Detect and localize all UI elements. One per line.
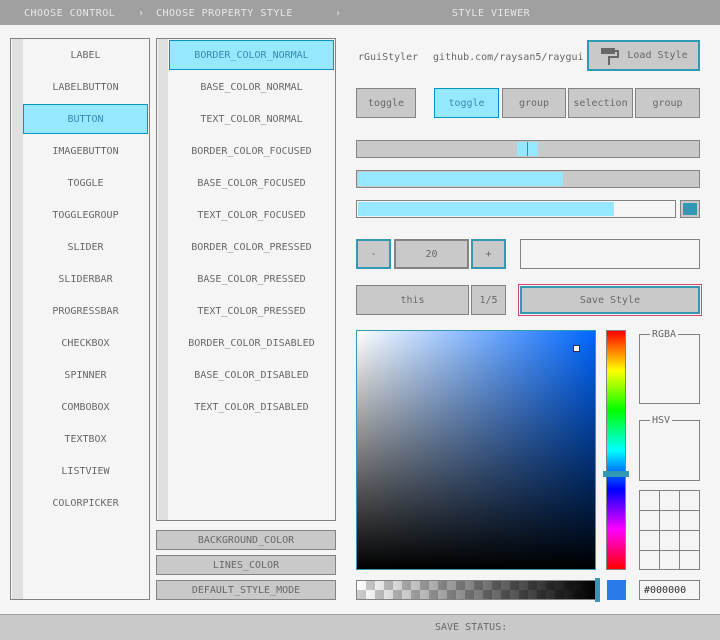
hex-box[interactable]: #000000 [639, 580, 700, 600]
toggle-group-item[interactable]: group [502, 88, 566, 118]
property-item[interactable]: TEXT_COLOR_FOCUSED [197, 209, 306, 221]
sliderbar-fill [358, 172, 563, 186]
viewer-title: STYLE VIEWER [451, 7, 531, 19]
control-item[interactable]: BUTTON [23, 104, 148, 134]
control-item[interactable]: COLORPICKER [52, 497, 119, 509]
toggle[interactable]: toggle [356, 88, 416, 118]
progressbar [356, 200, 676, 218]
rgba-label: RGBA [650, 328, 679, 340]
check [683, 203, 697, 215]
property-item[interactable]: BASE_COLOR_PRESSED [197, 273, 306, 285]
separator: › [138, 7, 145, 19]
control-items: LABEL LABELBUTTON BUTTON IMAGEBUTTON TOGGLE T… [23, 39, 148, 599]
control-item[interactable]: SLIDERBAR [58, 273, 113, 285]
control-item[interactable]: PROGRESSBAR [52, 305, 119, 317]
property-item[interactable]: TEXT_COLOR_NORMAL [200, 113, 303, 125]
save-button[interactable]: Save Style [520, 286, 700, 314]
hue-cursor [603, 471, 629, 477]
spinner-plus[interactable]: + [471, 239, 506, 269]
property-button[interactable]: LINES_COLOR [156, 555, 336, 575]
property-button[interactable]: BACKGROUND_COLOR [156, 530, 336, 550]
load-button[interactable]: Load Style [587, 40, 700, 71]
hsv-label: HSV [650, 414, 673, 426]
alpha-cursor [595, 578, 600, 602]
spinner-value[interactable]: 20 [394, 239, 469, 269]
combobox[interactable]: this [356, 285, 469, 315]
sliderbar[interactable] [356, 170, 700, 188]
grid [639, 490, 700, 570]
toggle-group-item[interactable]: selection [568, 88, 633, 118]
property-item[interactable]: TEXT_COLOR_PRESSED [197, 305, 306, 317]
control-item[interactable]: IMAGEBUTTON [52, 145, 119, 157]
combobox-count[interactable]: 1/5 [471, 285, 506, 315]
roller-icon [601, 47, 620, 65]
checkbox[interactable] [680, 200, 700, 218]
control-item[interactable]: TEXTBOX [64, 433, 107, 445]
property-button[interactable]: DEFAULT_STYLE_MODE [156, 580, 336, 600]
separator: › [335, 7, 342, 19]
property-buttons: BACKGROUND_COLOR LINES_COLOR DEFAULT_STYLE… [156, 530, 336, 600]
property-item[interactable]: BASE_COLOR_DISABLED [194, 369, 309, 381]
control-item[interactable]: CHECKBOX [61, 337, 110, 349]
property-item[interactable]: TEXT_COLOR_DISABLED [194, 401, 309, 413]
toggle-group: toggle group selection group [434, 88, 700, 118]
property-item[interactable]: BORDER_COLOR_FOCUSED [191, 145, 312, 157]
header-bar [0, 0, 720, 25]
toggle-group-item[interactable]: toggle [434, 88, 499, 118]
property-item[interactable]: BORDER_COLOR_NORMAL [169, 40, 334, 70]
hsv-group [639, 420, 700, 481]
property-item[interactable]: BORDER_COLOR_PRESSED [191, 241, 312, 253]
link[interactable]: github.com/raysan5/raygui [433, 51, 584, 63]
property-list: BORDER_COLOR_NORMAL BASE_COLOR_NORMAL TEXT… [156, 38, 336, 521]
control-title: CHOOSE CONTROL [24, 7, 116, 19]
control-item[interactable]: LISTVIEW [61, 465, 110, 477]
control-item[interactable]: TOGGLE [67, 177, 104, 189]
control-item[interactable]: TOGGLEGROUP [52, 209, 119, 221]
property-item[interactable]: BORDER_COLOR_DISABLED [188, 337, 315, 349]
progress-fill [358, 202, 614, 216]
control-item[interactable]: LABEL [70, 49, 101, 61]
property-items: BORDER_COLOR_NORMAL BASE_COLOR_NORMAL TEXT… [169, 40, 334, 518]
control-item[interactable]: COMBOBOX [61, 401, 110, 413]
rgba-group [639, 334, 700, 404]
toggle-group-item[interactable]: group [635, 88, 700, 118]
textbox[interactable] [520, 239, 700, 269]
scrollbar [158, 39, 168, 520]
property-item[interactable]: BASE_COLOR_FOCUSED [197, 177, 306, 189]
slider-line [527, 142, 528, 156]
hue-bar[interactable] [603, 330, 629, 570]
load-text: Load Style [627, 50, 688, 61]
property-item[interactable]: BASE_COLOR_NORMAL [200, 81, 303, 93]
spinner-minus[interactable]: - [356, 239, 391, 269]
status-bar [0, 614, 720, 640]
control-list: LABEL LABELBUTTON BUTTON IMAGEBUTTON TOGGLE T… [10, 38, 150, 600]
scrollbar [12, 39, 23, 599]
status-label: SAVE STATUS: [435, 621, 508, 633]
property-title: CHOOSE PROPERTY STYLE [156, 7, 293, 19]
color-preview [607, 580, 626, 600]
save-outline [518, 284, 702, 316]
slider[interactable] [356, 140, 700, 158]
alpha-bar[interactable] [356, 578, 600, 602]
label: rGuiStyler [358, 51, 419, 63]
control-item[interactable]: SLIDER [67, 241, 104, 253]
control-item[interactable]: SPINNER [64, 369, 107, 381]
picker-cursor [573, 345, 580, 352]
control-item[interactable]: LABELBUTTON [52, 81, 119, 93]
color-picker[interactable] [356, 330, 596, 570]
